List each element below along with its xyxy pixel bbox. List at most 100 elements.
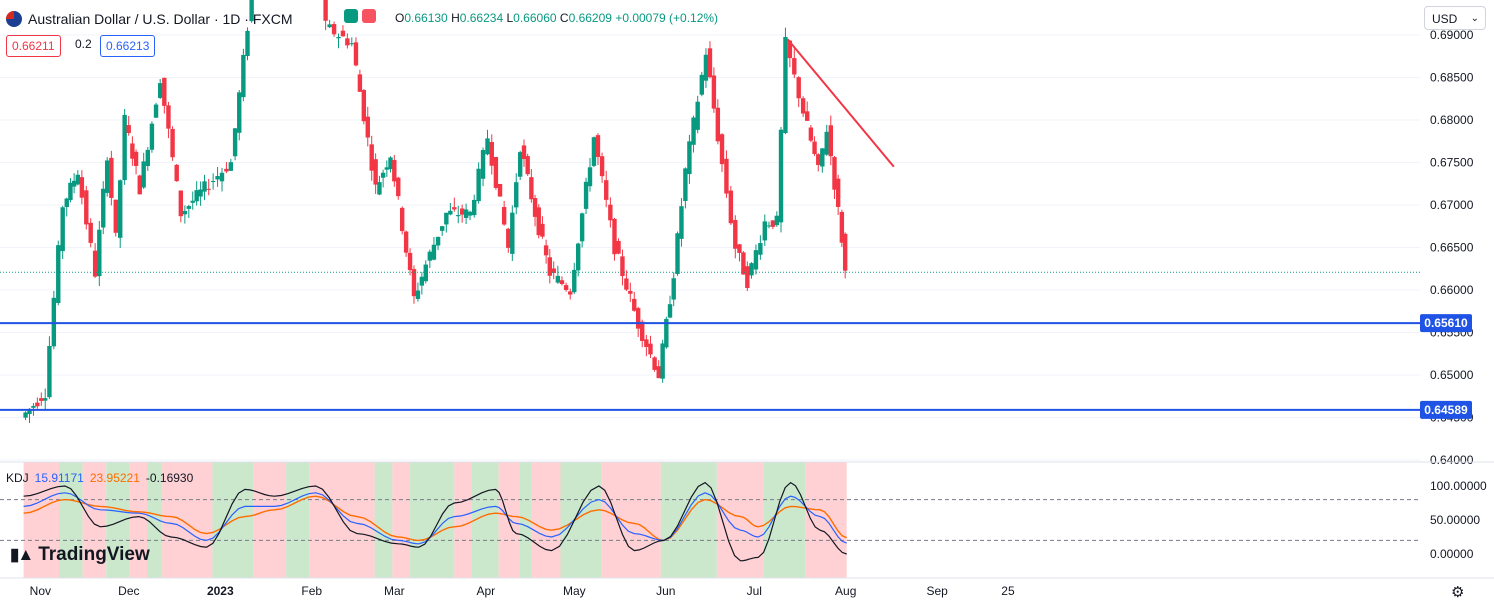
candle-body (353, 42, 359, 66)
candle-body (448, 210, 453, 215)
candle (644, 334, 649, 357)
candle (392, 154, 397, 187)
candle-body (517, 152, 523, 177)
currency-select[interactable]: USD ⌄ (1424, 6, 1486, 30)
candle (632, 291, 637, 312)
candle-body (456, 215, 461, 217)
candle (349, 37, 354, 47)
kdj-legend[interactable]: KDJ 15.91171 23.95221 -0.16930 (6, 471, 199, 485)
menu-icon[interactable] (362, 9, 376, 23)
candle (84, 185, 89, 230)
candle (178, 190, 184, 223)
logo-text: TradingView (38, 544, 150, 565)
candle (679, 197, 684, 247)
candle (595, 133, 601, 166)
candle-body (190, 200, 195, 203)
price-tick-label: 0.67500 (1430, 156, 1474, 170)
symbol-header[interactable]: Australian Dollar / U.S. Dollar · 1D · F… (6, 8, 293, 30)
candle-body (411, 269, 417, 297)
buy-price-button[interactable]: 0.66213 (100, 35, 156, 57)
candle-body (349, 43, 354, 45)
candle-body (444, 212, 449, 225)
candle (388, 156, 393, 173)
candle (92, 243, 98, 278)
candle (215, 167, 220, 187)
candle-body (101, 188, 106, 228)
candle (576, 242, 581, 277)
close-label: C (559, 11, 569, 25)
candle (79, 170, 85, 205)
candle-body (699, 74, 705, 95)
candle (323, 0, 328, 31)
candle-body (551, 268, 556, 274)
candle-body (506, 228, 511, 248)
candle (828, 115, 833, 166)
candle (839, 209, 845, 248)
candle-body (719, 134, 725, 165)
candle-body (824, 131, 829, 155)
candle-body (145, 149, 150, 166)
candle-body (202, 181, 207, 192)
time-tick-label: Feb (301, 584, 322, 598)
price-tick-label: 0.66500 (1430, 241, 1474, 255)
candle-body (377, 182, 382, 195)
candle (514, 173, 519, 215)
tradingview-logo[interactable]: ▮▲ TradingView (10, 544, 150, 566)
candle (149, 121, 155, 153)
candle-body (380, 172, 386, 178)
candle (563, 282, 569, 292)
candle (758, 235, 763, 260)
candle-body (459, 208, 465, 215)
candle-body (563, 285, 569, 290)
candle (186, 204, 191, 219)
candle (711, 67, 717, 113)
candle (476, 162, 481, 204)
candle-body (435, 236, 441, 246)
candle (699, 71, 705, 97)
candle (448, 202, 453, 216)
candles (23, 0, 848, 423)
tradingview-logo-icon: ▮▲ (10, 545, 34, 564)
candle (157, 79, 163, 100)
horizontal-level-label: 0.64589 (1424, 403, 1468, 417)
candle (43, 388, 48, 411)
candle (724, 150, 729, 198)
candle-body (804, 111, 810, 121)
chevron-down-icon: ⌄ (1470, 13, 1479, 24)
candle-body (237, 92, 242, 133)
candle-body (75, 174, 81, 185)
candle (559, 276, 565, 286)
candle-body (711, 75, 717, 109)
candle-body (842, 233, 848, 271)
candle-body (133, 151, 139, 166)
ohlc-readout: O0.66130 H0.66234 L0.66060 C0.66209 +0.0… (395, 11, 718, 25)
candle (480, 147, 486, 187)
symbol-title[interactable]: Australian Dollar / U.S. Dollar · 1D · F… (28, 11, 293, 27)
gear-icon[interactable]: ⚙ (1451, 584, 1465, 601)
candle-body (92, 250, 98, 277)
sell-price-button[interactable]: 0.66211 (6, 35, 61, 57)
candle (749, 262, 754, 279)
candle-body (783, 36, 788, 134)
candle-body (687, 141, 692, 175)
candle-body (224, 168, 229, 172)
kdj-j-value: -0.16930 (145, 471, 194, 485)
candle (536, 204, 541, 239)
candle (202, 174, 207, 201)
candle-body (109, 157, 114, 198)
candle (162, 77, 167, 114)
candle-body (206, 188, 211, 190)
candle (109, 150, 114, 206)
candle (327, 19, 332, 29)
candle-body (591, 137, 597, 166)
candle (245, 27, 250, 61)
price-tick-label: 0.68000 (1430, 113, 1474, 127)
candle (122, 108, 127, 185)
candle (800, 96, 806, 117)
candle (71, 173, 77, 194)
candle-body (576, 243, 581, 271)
candle (796, 76, 801, 108)
dot-icon[interactable] (344, 9, 358, 23)
kdj-zone-down (82, 462, 107, 578)
